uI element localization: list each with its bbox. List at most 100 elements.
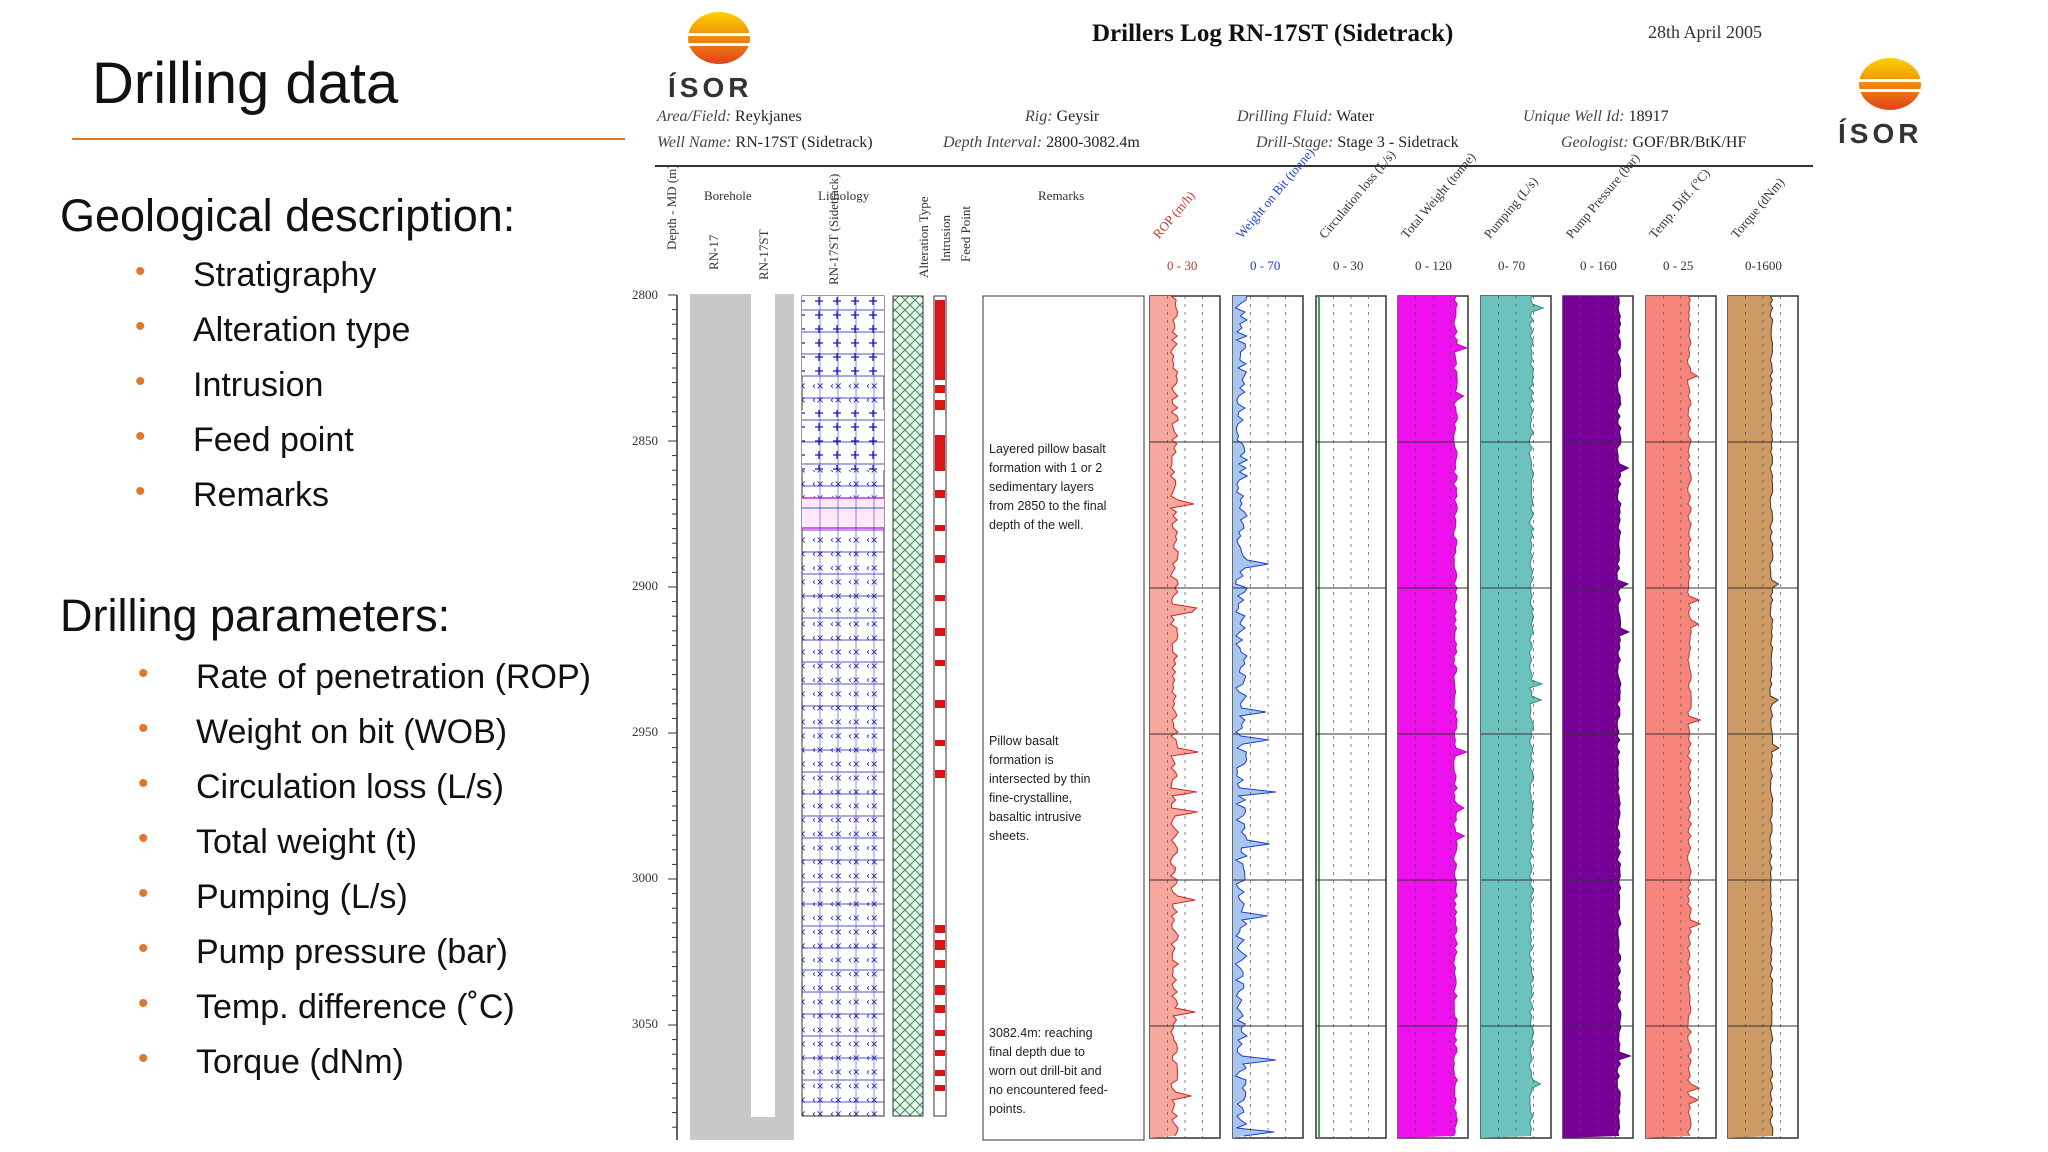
bullet-icon: •: [138, 657, 149, 690]
geologist: Geologist: GOF/BR/BtK/HF: [1561, 134, 1747, 151]
track-curve: [1452, 295, 1469, 1137]
track-frame: [1232, 295, 1304, 1139]
geological-description-heading: Geological description:: [60, 190, 516, 241]
depth-tick-label: 3050: [632, 1016, 658, 1031]
intrusion-mark: [935, 985, 945, 995]
depth-tick-label: 2800: [632, 287, 658, 302]
track-fill: [1728, 296, 1779, 1138]
list-item: • Remarks: [135, 475, 330, 514]
intrusion-mark: [935, 1050, 945, 1056]
list-item: • Rate of penetration (ROP): [138, 657, 591, 696]
column-remarks-label: Remarks: [1038, 188, 1085, 203]
list-item: • Intrusion: [135, 365, 324, 404]
parameter-track: [1480, 295, 1552, 1139]
intrusion-mark: [935, 490, 945, 498]
track-fill: [1481, 296, 1544, 1138]
track-fill: [1233, 296, 1276, 1138]
isor-logo-text: ÍSOR: [668, 72, 753, 103]
list-item: • Pump pressure (bar): [138, 932, 508, 971]
isor-corner-logo-icon: [1857, 58, 1923, 110]
list-item: • Circulation loss (L/s): [138, 767, 504, 806]
parameter-track: [1232, 295, 1304, 1139]
bullet-icon: •: [138, 877, 149, 910]
parameter-track: [1645, 295, 1717, 1139]
intrusion-mark: [935, 525, 945, 531]
intrusion-mark: [935, 300, 945, 380]
borehole-rn17: [690, 294, 794, 1140]
drilling-fluid: Drilling Fluid: Water: [1237, 108, 1375, 125]
parameter-track: [1562, 295, 1634, 1139]
isor-corner-logo-text: ÍSOR: [1838, 118, 1923, 149]
intrusion-mark: [935, 960, 945, 968]
list-item: • Pumping (L/s): [138, 877, 408, 916]
track-fill: [1646, 296, 1701, 1138]
depth-tick-label: 2950: [632, 724, 658, 739]
list-item: • Alteration type: [135, 310, 411, 349]
header-rule: [655, 165, 1813, 167]
depth-axis-ticks: [668, 294, 677, 1128]
parameter-track: [1149, 295, 1221, 1139]
track-frame: [1315, 295, 1387, 1139]
intrusion-mark: [935, 660, 945, 666]
parameter-scale: 0- 70: [1498, 258, 1526, 273]
depth-tick-label: 2850: [632, 433, 658, 448]
column-lithology-label: Lithology: [818, 188, 870, 203]
list-item: • Stratigraphy: [135, 255, 377, 294]
unique-well-id: Unique Well Id: 18917: [1523, 108, 1669, 125]
drill-stage: Drill-Stage: Stage 3 - Sidetrack: [1256, 134, 1459, 151]
intrusion-mark: [935, 595, 945, 601]
remark-layered-pillow-basalt: Layered pillow basalt formation with 1 o…: [989, 442, 1107, 532]
column-borehole-label: Borehole: [704, 188, 752, 203]
intrusion-mark: [935, 770, 945, 778]
parameter-scale: 0 - 160: [1580, 258, 1617, 273]
list-item: • Feed point: [135, 420, 354, 459]
intrusion-mark: [935, 700, 945, 708]
parameter-track: [1397, 295, 1469, 1139]
parameter-scale: 0 - 30: [1167, 258, 1198, 273]
track-fill: [1563, 296, 1631, 1138]
list-item: • Torque (dNm): [138, 1042, 404, 1081]
slide-title: Drilling data: [92, 51, 399, 116]
intrusion-mark: [935, 1085, 945, 1091]
lithology-basalt-unit: [802, 410, 884, 470]
intrusion-mark: [935, 1005, 945, 1013]
parameter-scale: 0 - 70: [1250, 258, 1281, 273]
rig: Rig: Geysir: [1025, 108, 1100, 125]
list-item: • Temp. difference (˚C): [138, 987, 515, 1026]
parameter-scale: 0-1600: [1745, 258, 1782, 273]
bullet-icon: •: [135, 475, 146, 508]
remarks-box: [982, 295, 1145, 1141]
depth-tick-label: 3000: [632, 870, 658, 885]
list-item: • Total weight (t): [138, 822, 418, 861]
track-fill: [1150, 296, 1199, 1138]
intrusion-mark: [935, 435, 945, 471]
track-curve: [1616, 295, 1632, 1137]
lithology-sediment-layer: [802, 498, 884, 528]
depth-tick-label: 2900: [632, 578, 658, 593]
track-curve: [1234, 295, 1276, 1137]
isor-logo-icon: [686, 12, 752, 64]
area-field: Area/Field: Reykjanes: [657, 108, 802, 125]
log-date: 28th April 2005: [1648, 22, 1763, 42]
bullet-icon: •: [138, 1042, 149, 1075]
remark-pillow-basalt-intrusive: Pillow basalt formation is intersected b…: [989, 734, 1091, 843]
intrusion-mark: [935, 925, 945, 933]
intrusion-marks: [935, 300, 945, 1091]
bullet-icon: •: [138, 822, 149, 855]
alteration-column: [892, 295, 924, 1117]
list-item: • Weight on bit (WOB): [138, 712, 508, 751]
parameter-scale: 0 - 30: [1333, 258, 1364, 273]
intrusion-mark: [935, 940, 945, 950]
parameter-track: [1727, 295, 1799, 1139]
track-curve: [1686, 295, 1702, 1137]
intrusion-mark: [935, 628, 945, 636]
log-title: Drillers Log RN-17ST (Sidetrack): [1092, 20, 1454, 47]
intrusion-mark: [935, 555, 945, 563]
intrusion-mark: [935, 400, 945, 410]
bullet-icon: •: [138, 987, 149, 1020]
depth-interval: Depth Interval: 2800-3082.4m: [943, 134, 1140, 151]
drilling-parameters-heading: Drilling parameters:: [60, 590, 451, 641]
bullet-icon: •: [135, 255, 146, 288]
bullet-icon: •: [135, 310, 146, 343]
